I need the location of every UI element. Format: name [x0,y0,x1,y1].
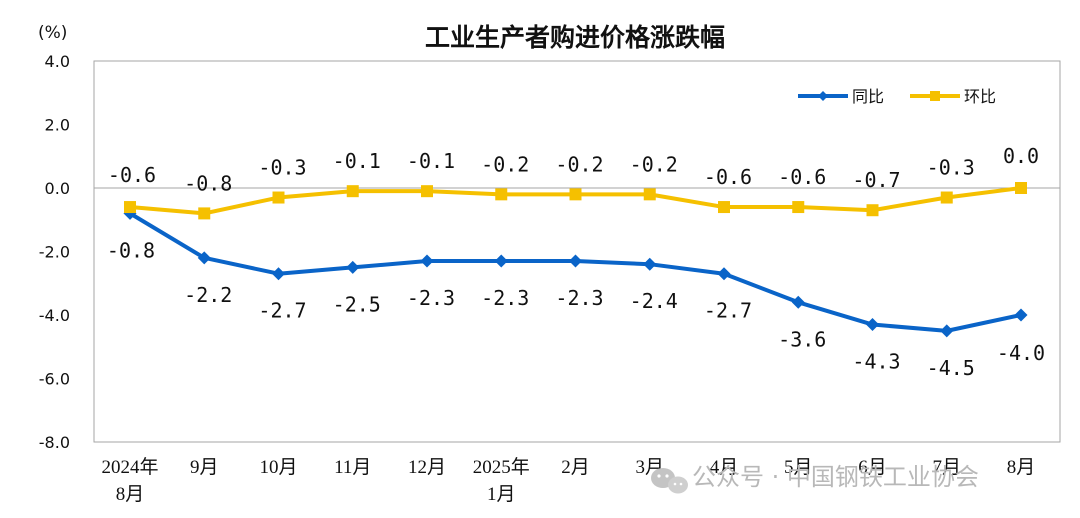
data-label-yoy: -2.5 [333,292,381,316]
x-tick-label: 1月 [487,484,516,505]
data-label-yoy: -4.5 [927,356,975,380]
data-point-yoy [717,267,731,281]
y-tick-label: -6.0 [39,370,70,389]
y-tick-label: 0.0 [45,179,70,198]
x-tick-label: 12月 [408,457,446,478]
data-point-mom [569,188,582,201]
y-tick-label: -8.0 [39,433,70,452]
data-point-mom [272,191,285,204]
data-label-yoy: -2.7 [704,299,752,323]
x-tick-label: 11月 [334,457,371,478]
data-label-mom: -0.2 [630,152,678,176]
data-label-yoy: -3.6 [778,327,826,351]
data-point-mom [1015,182,1027,194]
x-tick-label: 8月 [116,484,145,505]
data-point-mom [495,188,508,201]
x-tick-label: 6月 [858,457,887,478]
x-tick-label: 2024年 [101,456,158,478]
x-tick-label: 10月 [259,457,297,478]
data-point-mom [718,201,730,214]
data-label-yoy: -0.8 [107,238,155,262]
data-point-mom [421,185,433,198]
wechat-icon [651,468,688,494]
data-label-mom: -0.3 [927,156,975,180]
data-label-mom: -0.6 [704,165,752,189]
watermark: 公众号 · 中国钢铁工业协会 [651,463,979,494]
legend-marker-yoy [818,91,828,101]
data-point-yoy [569,254,582,268]
data-point-yoy [791,295,805,309]
data-point-yoy [197,251,211,265]
data-label-yoy: -2.7 [258,299,306,323]
data-label-mom: -0.7 [852,168,900,192]
chart-title: 工业生产者购进价格涨跌幅 [425,23,725,52]
data-point-mom [124,201,136,214]
data-point-yoy [940,324,954,338]
y-tick-label: -2.0 [39,243,70,262]
data-label-yoy: -2.2 [184,283,232,307]
data-label-yoy: -4.0 [997,341,1045,365]
legend-label-mom: 环比 [964,87,996,106]
y-axis: 4.0 2.0 0.0 -2.0 -4.0 -6.0 -8.0 [39,52,70,452]
data-point-mom [643,188,656,201]
series-group [123,182,1028,338]
data-point-yoy [643,257,657,271]
data-label-yoy: -4.3 [852,350,900,374]
legend-marker-mom [930,91,940,101]
data-point-yoy [494,254,508,268]
data-label-yoy: -2.3 [555,286,603,310]
y-tick-label: 2.0 [45,116,70,135]
data-label-yoy: -2.3 [407,286,455,310]
data-label-mom: -0.6 [108,163,156,187]
legend-label-yoy: 同比 [852,87,884,106]
plot-area-border [93,60,1061,443]
data-label-yoy: -2.4 [630,289,678,313]
data-point-mom [940,191,953,204]
data-label-mom: -0.6 [778,165,826,189]
data-point-mom [198,207,211,220]
data-label-yoy: -2.3 [481,286,529,310]
data-label-mom: 0.0 [1003,144,1039,168]
watermark-text: 公众号 · 中国钢铁工业协会 [692,463,979,491]
data-point-yoy [272,267,285,281]
y-tick-label: -4.0 [39,306,70,325]
y-tick-label: 4.0 [45,52,70,71]
x-tick-label: 8月 [1007,457,1036,478]
data-label-mom: -0.8 [184,171,232,195]
data-labels-group: -0.8 -2.2 -2.7 -2.5 -2.3 -2.3 -2.3 -2.4 -2.7 -3.6… [107,144,1045,380]
data-point-mom [792,201,805,214]
data-point-yoy [420,254,434,268]
data-point-mom [866,204,879,217]
data-point-yoy [346,260,360,274]
data-label-mom: -0.2 [555,152,603,176]
data-point-yoy [1014,308,1028,322]
data-point-mom [346,185,359,198]
x-tick-label: 2025年 [473,456,530,478]
data-label-mom: -0.1 [407,149,455,173]
x-tick-label: 4月 [710,457,739,478]
y-unit-label: (%) [38,23,67,43]
data-label-mom: -0.3 [258,156,306,180]
x-tick-label: 2月 [561,457,590,478]
x-tick-label: 5月 [784,457,813,478]
legend: 同比 环比 [798,87,996,106]
x-tick-label: 7月 [932,457,961,478]
x-tick-label: 9月 [190,457,219,478]
data-label-mom: -0.1 [333,149,381,173]
data-point-yoy [866,318,879,332]
data-label-mom: -0.2 [481,152,529,176]
